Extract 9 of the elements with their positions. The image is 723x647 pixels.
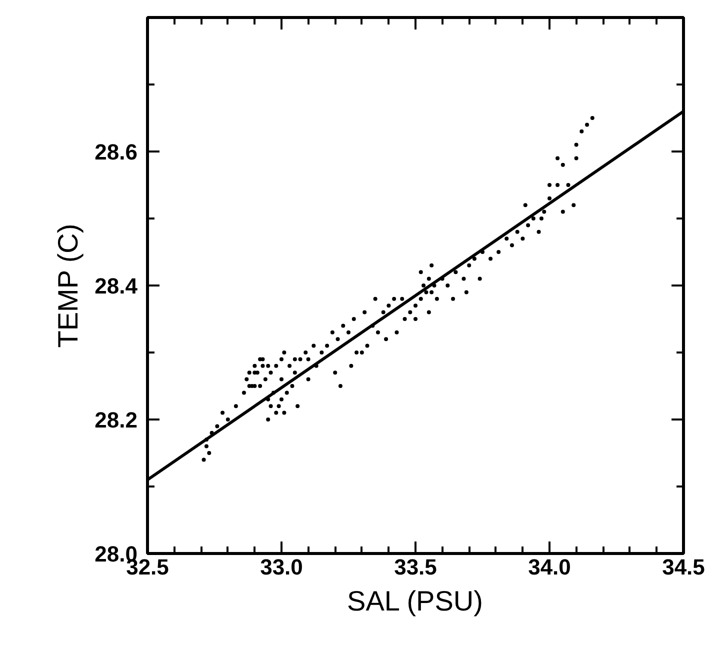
y-tick-label: 28.4 [94, 274, 138, 298]
x-axis-title: SAL (PSU) [347, 586, 483, 616]
y-tick-label: 28.6 [94, 140, 138, 164]
x-tick-label: 33.0 [260, 554, 303, 580]
x-tick-label: 33.5 [394, 554, 437, 580]
y-axis-title: TEMP (C) [52, 224, 84, 348]
x-tick-label: 34.0 [528, 554, 571, 580]
x-tick-label: 34.5 [662, 554, 705, 580]
y-tick-label: 28.2 [94, 408, 138, 432]
